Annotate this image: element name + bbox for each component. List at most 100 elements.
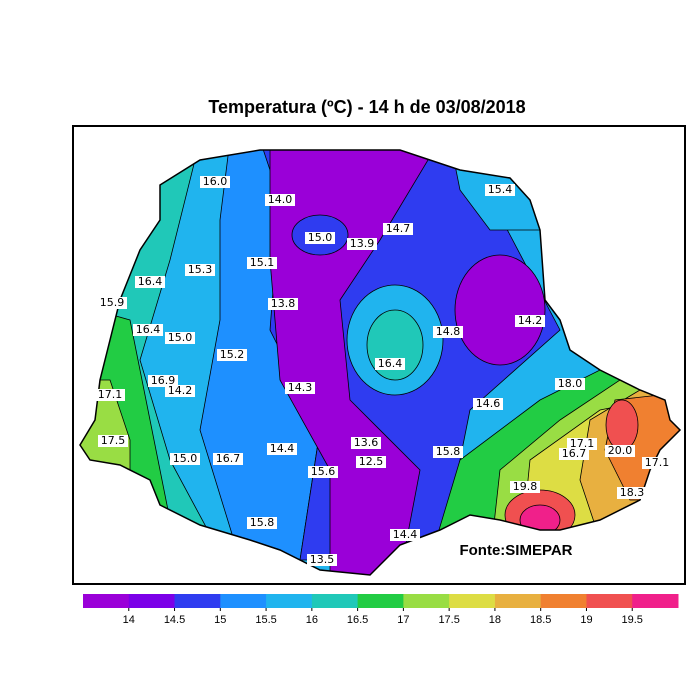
contour-label: 15.0 <box>173 452 198 465</box>
colorbar-tick-label: 17 <box>397 614 409 626</box>
contour-label: 18.0 <box>558 377 583 390</box>
contour-label: 17.1 <box>570 437 595 450</box>
colorbar-bin <box>128 594 176 608</box>
contour-label: 17.1 <box>98 388 123 401</box>
contour-label-box <box>98 435 128 447</box>
contour-label-box <box>165 385 195 397</box>
contour-label: 14.2 <box>168 384 193 397</box>
contour-label: 19.8 <box>513 480 538 493</box>
map-frame <box>72 125 686 585</box>
colorbar-bin <box>311 594 359 608</box>
colorbar-tick-label: 18.5 <box>530 614 551 626</box>
contour-label: 14.7 <box>386 222 411 235</box>
contour-label: 14.3 <box>288 381 313 394</box>
contour-label-box <box>285 382 315 394</box>
colorbar-bin <box>632 594 679 608</box>
contour-label-box <box>617 487 647 499</box>
contour-label-box <box>555 378 585 390</box>
colorbar-tick-label: 16 <box>306 614 318 626</box>
contour-label: 15.3 <box>188 263 213 276</box>
colorbar-tick-label: 14.5 <box>164 614 185 626</box>
contour-label-box <box>135 276 165 288</box>
colorbar-tick-label: 17.5 <box>438 614 459 626</box>
colorbar-bin <box>83 594 130 608</box>
contour-label-box <box>605 445 635 457</box>
contour-label-box <box>305 232 335 244</box>
contour-label: 13.8 <box>271 297 296 310</box>
contour-label-box <box>95 389 125 401</box>
contour-label-box <box>308 466 338 478</box>
contour-label-box <box>165 332 195 344</box>
contour-label: 15.0 <box>308 231 333 244</box>
contour-label-box <box>510 481 540 493</box>
contour-label-box <box>217 349 247 361</box>
colorbar-bin <box>494 594 542 608</box>
contour-label: 13.5 <box>310 553 335 566</box>
colorbar-bin <box>586 594 633 608</box>
contour-label-box <box>375 358 405 370</box>
contour-label: 14.6 <box>476 397 501 410</box>
contour-label: 16.4 <box>136 323 161 336</box>
contour-label-box <box>390 529 420 541</box>
colorbar-bin <box>266 594 313 608</box>
contour-label-box <box>265 194 295 206</box>
contour-label-box <box>485 184 515 196</box>
contour-label: 13.6 <box>354 436 379 449</box>
contour-label-box <box>267 443 297 455</box>
contour-label-box <box>383 223 413 235</box>
contour-label: 15.9 <box>100 296 125 309</box>
contour-label: 14.4 <box>270 442 295 455</box>
contour-label: 16.7 <box>562 447 587 460</box>
colorbar-bin <box>357 594 404 608</box>
contour-label: 17.5 <box>101 434 126 447</box>
contour-label: 14.2 <box>518 314 543 327</box>
contour-label: 15.8 <box>250 516 275 529</box>
contour-label: 17.1 <box>645 456 670 469</box>
contour-label-box <box>148 375 178 387</box>
contour-label-box <box>356 456 386 468</box>
contour-label-box <box>307 554 337 566</box>
colorbar-tick-label: 19.5 <box>622 614 643 626</box>
contour-label-box <box>213 453 243 465</box>
contour-label-box <box>515 315 545 327</box>
contour-label: 14.4 <box>393 528 418 541</box>
colorbar-bin <box>174 594 221 608</box>
contour-label-box <box>567 438 597 450</box>
contour-label: 14.8 <box>436 325 461 338</box>
map-title: Temperatura (ºC) - 14 h de 03/08/2018 <box>208 97 525 117</box>
contour-label-box <box>133 324 163 336</box>
contour-label-box <box>559 448 589 460</box>
contour-label: 16.0 <box>203 175 228 188</box>
colorbar-bin <box>403 594 450 608</box>
contour-label: 15.0 <box>168 331 193 344</box>
contour-label: 14.0 <box>268 193 293 206</box>
colorbar-bin <box>449 594 496 608</box>
contour-label: 12.5 <box>359 455 384 468</box>
contour-labels: 16.0 14.0 15.4 15.0 13.9 14.7 15.3 15.1 16.4 15.9… <box>95 175 672 566</box>
contour-label-box <box>268 298 298 310</box>
contour-label-box <box>433 446 463 458</box>
contour-label: 16.4 <box>378 357 403 370</box>
colorbar-tick-label: 18 <box>489 614 501 626</box>
colorbar-tick-label: 16.5 <box>347 614 368 626</box>
contour-label-box <box>185 264 215 276</box>
contour-label-box <box>433 326 463 338</box>
contour-label: 15.6 <box>311 465 336 478</box>
contour-label-box <box>642 457 672 469</box>
contour-label: 13.9 <box>350 237 375 250</box>
source-credit: Fonte:SIMEPAR <box>459 542 572 559</box>
contour-label: 15.1 <box>250 256 275 269</box>
colorbar-tick-label: 19 <box>580 614 592 626</box>
contour-label: 16.9 <box>151 374 176 387</box>
contour-label-box <box>247 517 277 529</box>
contour-label: 15.2 <box>220 348 245 361</box>
contour-label: 16.7 <box>216 452 241 465</box>
colorbar: 14 14.5 15 15.5 16 16.5 17 17.5 18 18.5 19 19.5 <box>83 594 679 626</box>
contour-label-box <box>97 297 127 309</box>
contour-label-box <box>351 437 381 449</box>
colorbar-tick-label: 15 <box>214 614 226 626</box>
contour-label-box <box>473 398 503 410</box>
contour-label: 16.4 <box>138 275 163 288</box>
colorbar-bin <box>220 594 267 608</box>
